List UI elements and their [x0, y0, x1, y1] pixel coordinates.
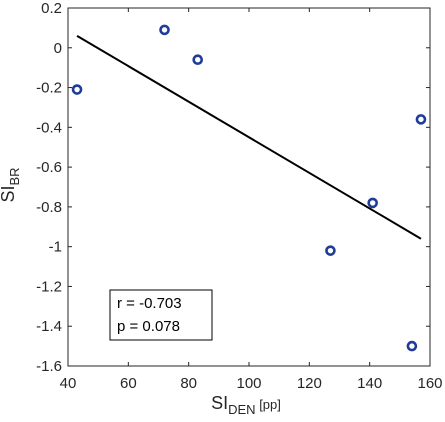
- y-tick-label: 0: [54, 40, 62, 57]
- data-points: [71, 24, 427, 352]
- x-tick-label: 60: [120, 375, 137, 392]
- data-point: [192, 54, 204, 66]
- stats-r-value: r = -0.703: [117, 295, 182, 312]
- stats-p-value: p = 0.078: [117, 318, 180, 335]
- data-point: [325, 245, 336, 256]
- x-tick-label: 160: [417, 375, 442, 392]
- stats-box-border: [109, 289, 213, 341]
- y-tick-labels: -1.6 -1.4 -1.2 -1 -0.8 -0.6 -0.4 -0.2 0 0.2: [36, 0, 62, 375]
- y-tick-label: -1: [49, 239, 62, 256]
- data-point: [415, 114, 427, 125]
- data-point: [159, 24, 170, 36]
- regression-line: [76, 34, 422, 240]
- y-tick-label: -0.2: [36, 80, 62, 97]
- stats-box: r = -0.703 p = 0.078: [109, 289, 213, 341]
- data-point: [71, 84, 83, 95]
- plot-frame: [67, 7, 431, 367]
- y-tick-label: -0.6: [36, 159, 62, 176]
- x-tick-label: 40: [60, 375, 77, 392]
- data-point: [367, 197, 378, 209]
- x-tick-label: 80: [180, 375, 197, 392]
- x-axis-label-unit: [pp]: [256, 397, 281, 412]
- y-tick-label: 0.2: [41, 0, 62, 17]
- y-tick-label: -1.6: [36, 358, 62, 375]
- y-tick-label: -1.4: [36, 318, 62, 335]
- x-tick-label: 140: [357, 375, 382, 392]
- x-tick-labels: 40 60 80 100 120 140 160: [60, 375, 443, 392]
- x-axis-label-subscript: DEN: [228, 402, 255, 417]
- y-axis-label-subscript: BR: [7, 167, 22, 185]
- y-axis-label-main: SI: [0, 186, 18, 203]
- x-tick-label: 120: [297, 375, 322, 392]
- x-tick-label: 100: [236, 375, 261, 392]
- y-tick-label: -1.2: [36, 278, 62, 295]
- x-axis-label: SIDEN [pp]: [211, 393, 281, 417]
- data-point: [406, 340, 418, 352]
- y-tick-label: -0.4: [36, 119, 62, 136]
- x-axis-label-main: SI: [211, 393, 228, 413]
- y-tick-label: -0.8: [36, 199, 62, 216]
- y-axis-label: SIBR: [0, 167, 22, 202]
